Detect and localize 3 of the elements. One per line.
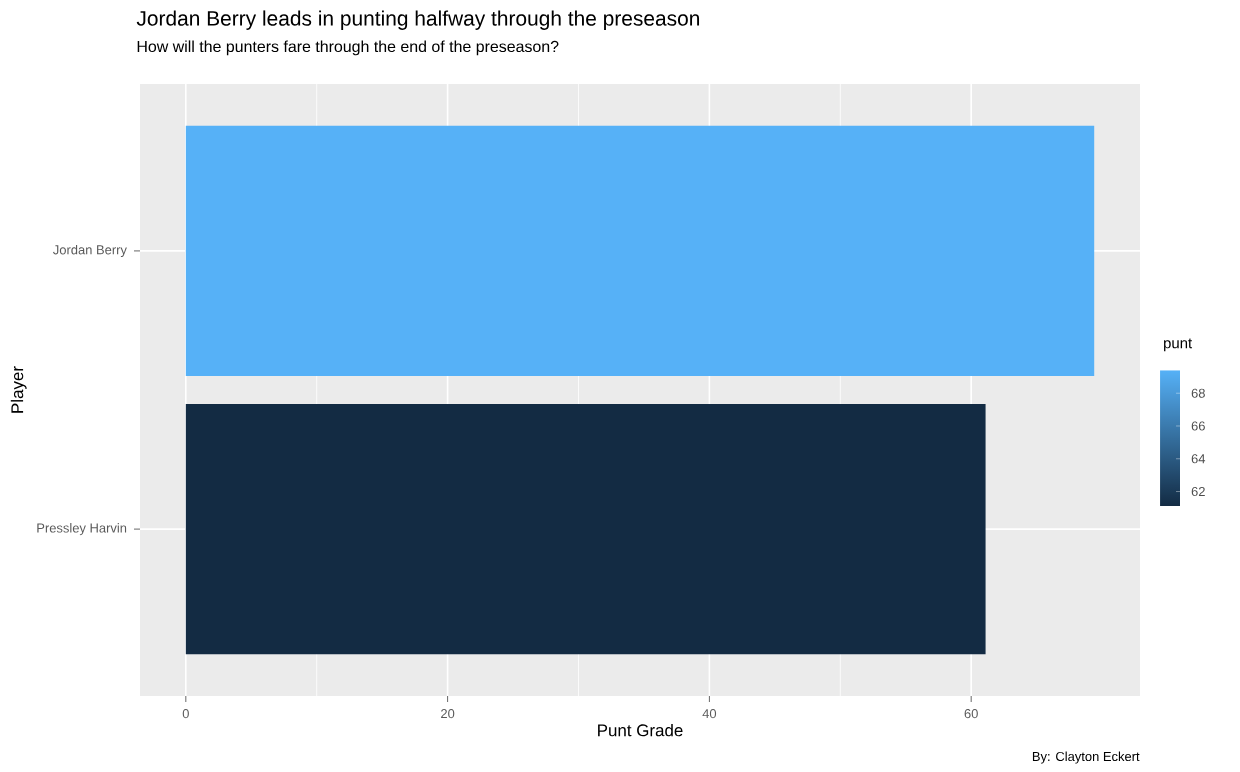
y-axis-title: Player	[10, 366, 27, 413]
x-axis-title: Punt Grade	[598, 723, 683, 737]
chart-title: Jordan Berry leads in punting halfway through the preseason	[136, 10, 700, 30]
